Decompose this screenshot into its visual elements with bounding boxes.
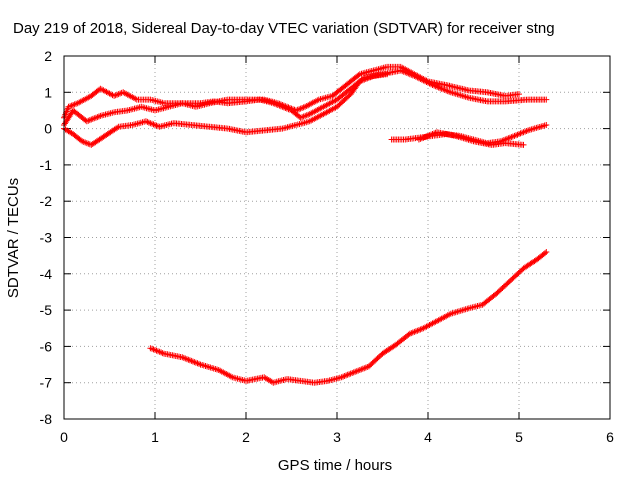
grid-lines	[64, 56, 610, 419]
y-tick-label: -3	[40, 230, 53, 246]
y-tick-labels: 2 1 0 -1 -2 -3 -4 -5 -6 -7 -8	[40, 48, 53, 427]
x-tick-label: 0	[60, 429, 68, 445]
x-tick-labels: 0 1 2 3 4 5 6	[60, 429, 614, 445]
x-axis-label: GPS time / hours	[278, 457, 392, 474]
x-tick-label: 1	[151, 429, 159, 445]
y-tick-label: -6	[40, 338, 53, 354]
y-tick-label: -7	[40, 375, 53, 391]
series-track-6	[147, 249, 550, 386]
y-tick-label: 0	[44, 121, 52, 137]
y-tick-label: 2	[44, 48, 52, 64]
y-tick-label: -8	[40, 411, 53, 427]
y-tick-label: -4	[40, 266, 53, 282]
data-series	[61, 63, 550, 386]
series-markers	[415, 129, 527, 148]
x-tick-label: 6	[606, 429, 614, 445]
y-axis-label: SDTVAR / TECUs	[5, 178, 22, 298]
x-tick-label: 2	[242, 429, 250, 445]
series-markers	[61, 71, 391, 148]
y-tick-label: 1	[44, 84, 52, 100]
y-tick-label: -1	[40, 157, 53, 173]
y-tick-label: -2	[40, 193, 53, 209]
series-markers	[147, 249, 550, 386]
x-tick-label: 3	[333, 429, 341, 445]
y-tick-label: -5	[40, 302, 53, 318]
series-track-2	[61, 67, 550, 128]
x-tick-label: 4	[424, 429, 432, 445]
series-track-3	[61, 71, 391, 148]
chart-title: Day 219 of 2018, Sidereal Day-to-day VTE…	[13, 20, 555, 37]
x-tick-label: 5	[515, 429, 523, 445]
series-track-5	[415, 129, 527, 148]
plot-frame	[63, 55, 611, 420]
